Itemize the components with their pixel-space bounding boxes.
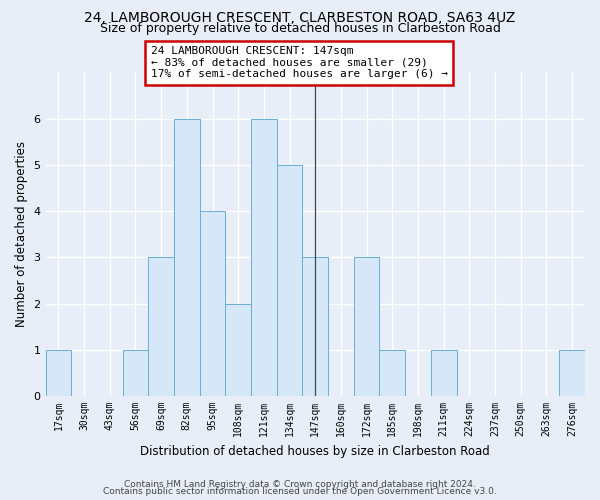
Bar — [226, 304, 251, 396]
Bar — [379, 350, 405, 396]
Bar — [251, 118, 277, 396]
Bar — [148, 258, 174, 396]
Bar — [431, 350, 457, 396]
Bar — [559, 350, 585, 396]
Bar — [302, 258, 328, 396]
Bar — [46, 350, 71, 396]
Text: 24 LAMBOROUGH CRESCENT: 147sqm
← 83% of detached houses are smaller (29)
17% of : 24 LAMBOROUGH CRESCENT: 147sqm ← 83% of … — [151, 46, 448, 80]
Text: Size of property relative to detached houses in Clarbeston Road: Size of property relative to detached ho… — [100, 22, 500, 35]
Text: Contains public sector information licensed under the Open Government Licence v3: Contains public sector information licen… — [103, 487, 497, 496]
Bar — [354, 258, 379, 396]
Y-axis label: Number of detached properties: Number of detached properties — [15, 142, 28, 328]
Text: 24, LAMBOROUGH CRESCENT, CLARBESTON ROAD, SA63 4UZ: 24, LAMBOROUGH CRESCENT, CLARBESTON ROAD… — [85, 11, 515, 25]
Bar — [122, 350, 148, 396]
X-axis label: Distribution of detached houses by size in Clarbeston Road: Distribution of detached houses by size … — [140, 444, 490, 458]
Bar — [174, 118, 200, 396]
Text: Contains HM Land Registry data © Crown copyright and database right 2024.: Contains HM Land Registry data © Crown c… — [124, 480, 476, 489]
Bar — [200, 211, 226, 396]
Bar — [277, 165, 302, 396]
